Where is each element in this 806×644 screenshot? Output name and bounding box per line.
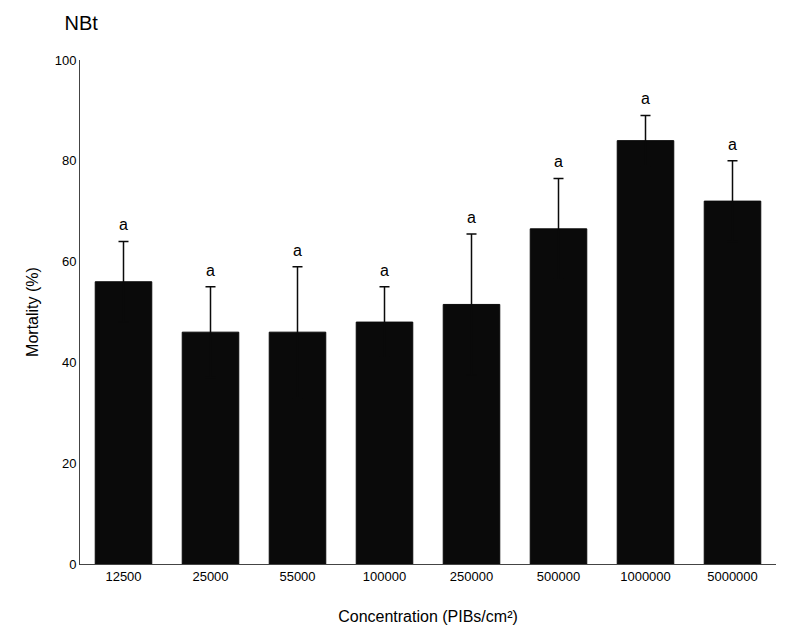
svg-text:100: 100: [55, 53, 77, 68]
svg-text:60: 60: [62, 254, 76, 269]
svg-text:0: 0: [69, 557, 76, 572]
svg-text:Mortality (%): Mortality (%): [24, 267, 41, 357]
svg-text:a: a: [206, 262, 215, 279]
svg-text:5000000: 5000000: [707, 569, 758, 584]
svg-text:12500: 12500: [105, 569, 141, 584]
svg-text:1000000: 1000000: [620, 569, 671, 584]
svg-text:a: a: [728, 136, 737, 153]
svg-text:20: 20: [62, 456, 76, 471]
svg-text:25000: 25000: [192, 569, 228, 584]
svg-text:a: a: [467, 209, 476, 226]
svg-text:a: a: [119, 216, 128, 233]
svg-text:80: 80: [62, 153, 76, 168]
svg-text:NBt: NBt: [64, 12, 98, 34]
svg-text:Concentration (PIBs/cm²): Concentration (PIBs/cm²): [338, 608, 518, 625]
svg-text:500000: 500000: [537, 569, 580, 584]
svg-text:a: a: [554, 153, 563, 170]
svg-text:250000: 250000: [450, 569, 493, 584]
svg-text:55000: 55000: [279, 569, 315, 584]
svg-text:a: a: [293, 242, 302, 259]
svg-text:40: 40: [62, 355, 76, 370]
svg-text:a: a: [641, 90, 650, 107]
svg-text:100000: 100000: [363, 569, 406, 584]
svg-text:a: a: [380, 262, 389, 279]
